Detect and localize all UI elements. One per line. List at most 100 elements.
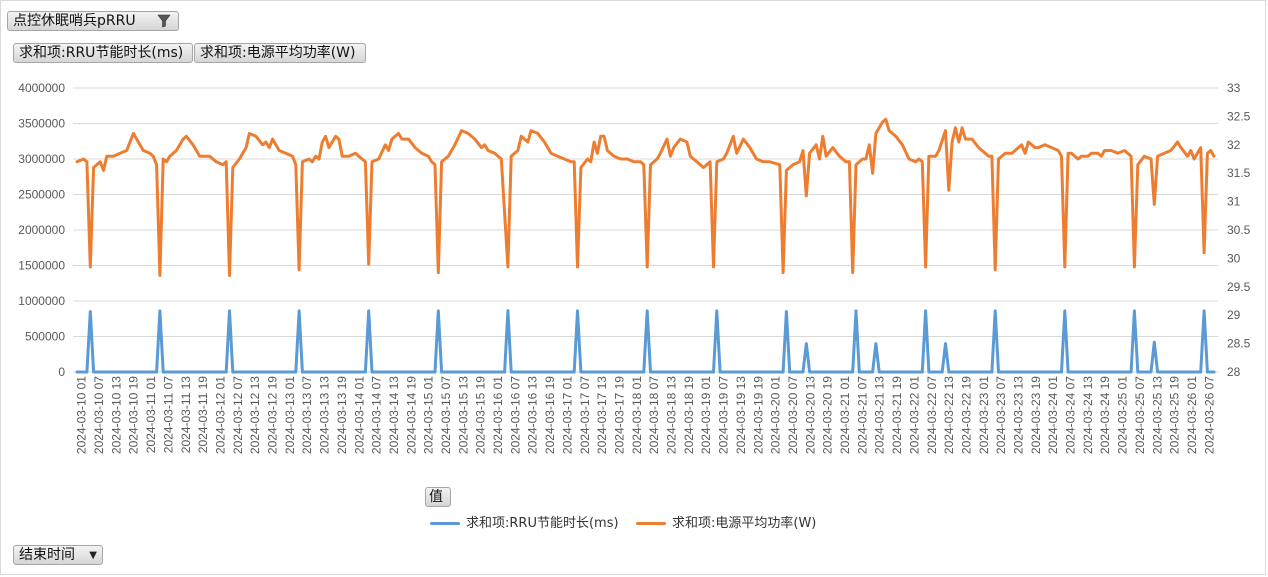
x-tick-label: 2024-03-24 01 [1046, 376, 1060, 454]
axis-field-button[interactable]: 结束时间 ▼ [13, 545, 103, 565]
x-tick-label: 2024-03-22 19 [959, 376, 973, 454]
y-tick-label-left: 0 [58, 365, 65, 379]
legend-item-power: 求和项:电源平均功率(W) [636, 512, 816, 531]
x-tick-label: 2024-03-17 01 [560, 376, 574, 454]
x-tick-label: 2024-03-25 01 [1116, 376, 1130, 454]
x-tick-label: 2024-03-21 01 [838, 376, 852, 454]
y-tick-label-left: 500000 [25, 330, 65, 344]
axis-field-label: 结束时间 [19, 547, 75, 563]
y-tick-label-right: 32 [1227, 138, 1241, 152]
y-tick-label-left: 3500000 [18, 117, 65, 131]
x-tick-label: 2024-03-10 01 [75, 376, 89, 454]
x-tick-label: 2024-03-24 19 [1098, 376, 1112, 454]
x-tick-label: 2024-03-17 07 [578, 376, 592, 454]
x-tick-label: 2024-03-17 19 [612, 376, 626, 454]
x-tick-label: 2024-03-23 13 [1011, 376, 1025, 454]
x-tick-label: 2024-03-23 01 [977, 376, 991, 454]
x-tick-label: 2024-03-13 07 [300, 376, 314, 454]
y-tick-label-right: 31 [1227, 195, 1241, 209]
x-tick-label: 2024-03-20 01 [769, 376, 783, 454]
x-tick-label: 2024-03-18 01 [630, 376, 644, 454]
legend-item-energy-saving: 求和项:RRU节能时长(ms) [430, 512, 619, 531]
y-tick-label-right: 32.5 [1227, 109, 1251, 123]
x-tick-label: 2024-03-26 07 [1202, 376, 1216, 454]
x-tick-label: 2024-03-20 13 [803, 376, 817, 454]
x-tick-label: 2024-03-18 07 [647, 376, 661, 454]
x-tick-label: 2024-03-14 01 [352, 376, 366, 454]
x-tick-label: 2024-03-15 01 [422, 376, 436, 454]
value-field-button-power[interactable]: 求和项:电源平均功率(W) [194, 43, 366, 63]
x-tick-label: 2024-03-12 19 [266, 376, 280, 454]
x-tick-label: 2024-03-20 19 [821, 376, 835, 454]
x-tick-label: 2024-03-14 13 [387, 376, 401, 454]
x-tick-label: 2024-03-18 13 [665, 376, 679, 454]
x-tick-label: 2024-03-12 13 [248, 376, 262, 454]
x-tick-label: 2024-03-19 13 [734, 376, 748, 454]
x-tick-label: 2024-03-11 07 [161, 376, 175, 454]
x-tick-label: 2024-03-23 07 [994, 376, 1008, 454]
x-tick-label: 2024-03-21 07 [855, 376, 869, 454]
values-button[interactable]: 值 [425, 487, 451, 507]
x-tick-label: 2024-03-22 07 [925, 376, 939, 454]
x-tick-label: 2024-03-21 13 [873, 376, 887, 454]
x-tick-label: 2024-03-25 13 [1150, 376, 1164, 454]
legend-line-icon [636, 522, 666, 525]
x-tick-label: 2024-03-19 19 [751, 376, 765, 454]
y-tick-label-left: 1500000 [18, 259, 65, 273]
x-tick-label: 2024-03-16 07 [508, 376, 522, 454]
filter-label: 点控休眠哨兵pRRU [13, 13, 136, 29]
report-filter-button[interactable]: 点控休眠哨兵pRRU [7, 11, 179, 31]
x-tick-label: 2024-03-26 01 [1185, 376, 1199, 454]
x-tick-label: 2024-03-13 01 [283, 376, 297, 454]
x-tick-label: 2024-03-11 19 [196, 376, 210, 454]
legend-line-icon [430, 522, 460, 525]
x-tick-label: 2024-03-10 13 [109, 376, 123, 454]
x-tick-label: 2024-03-24 07 [1064, 376, 1078, 454]
y-tick-label-right: 30 [1227, 251, 1241, 265]
field-label: 求和项:RRU节能时长(ms) [19, 45, 184, 61]
x-tick-label: 2024-03-13 19 [335, 376, 349, 454]
x-tick-label: 2024-03-12 01 [213, 376, 227, 454]
x-tick-label: 2024-03-25 07 [1133, 376, 1147, 454]
x-tick-label: 2024-03-15 13 [456, 376, 470, 454]
values-label: 值 [429, 489, 443, 505]
value-field-button-energy-saving[interactable]: 求和项:RRU节能时长(ms) [13, 43, 193, 63]
x-tick-label: 2024-03-17 13 [595, 376, 609, 454]
y-tick-label-left: 3000000 [18, 152, 65, 166]
y-tick-label-left: 1000000 [18, 294, 65, 308]
legend-label: 求和项:RRU节能时长(ms) [466, 516, 619, 531]
x-tick-label: 2024-03-11 13 [179, 376, 193, 454]
x-tick-label: 2024-03-23 19 [1029, 376, 1043, 454]
y-tick-label-right: 29.5 [1227, 280, 1251, 294]
y-tick-label-right: 28 [1227, 365, 1241, 379]
x-tick-label: 2024-03-10 07 [92, 376, 106, 454]
x-tick-label: 2024-03-16 13 [526, 376, 540, 454]
y-tick-label-right: 29 [1227, 308, 1241, 322]
x-tick-label: 2024-03-20 07 [786, 376, 800, 454]
x-tick-label: 2024-03-19 01 [699, 376, 713, 454]
x-tick-label: 2024-03-14 07 [370, 376, 384, 454]
x-tick-label: 2024-03-22 01 [907, 376, 921, 454]
x-tick-label: 2024-03-12 07 [231, 376, 245, 454]
dropdown-arrow-icon[interactable]: ▼ [89, 550, 97, 561]
x-tick-label: 2024-03-21 19 [890, 376, 904, 454]
y-tick-label-right: 28.5 [1227, 337, 1251, 351]
y-tick-label-right: 30.5 [1227, 223, 1251, 237]
field-label: 求和项:电源平均功率(W) [200, 45, 356, 61]
x-tick-label: 2024-03-11 01 [144, 376, 158, 454]
x-tick-label: 2024-03-22 13 [942, 376, 956, 454]
x-tick-label: 2024-03-13 13 [318, 376, 332, 454]
y-tick-label-right: 33 [1227, 81, 1241, 95]
x-tick-label: 2024-03-14 19 [404, 376, 418, 454]
y-tick-label-left: 2500000 [18, 188, 65, 202]
x-tick-label: 2024-03-25 19 [1168, 376, 1182, 454]
y-tick-label-left: 4000000 [18, 81, 65, 95]
x-tick-label: 2024-03-10 19 [127, 376, 141, 454]
x-tick-label: 2024-03-19 07 [717, 376, 731, 454]
filter-icon[interactable] [156, 13, 172, 35]
y-tick-label-left: 2000000 [18, 223, 65, 237]
x-tick-label: 2024-03-16 01 [491, 376, 505, 454]
y-tick-label-right: 31.5 [1227, 166, 1251, 180]
